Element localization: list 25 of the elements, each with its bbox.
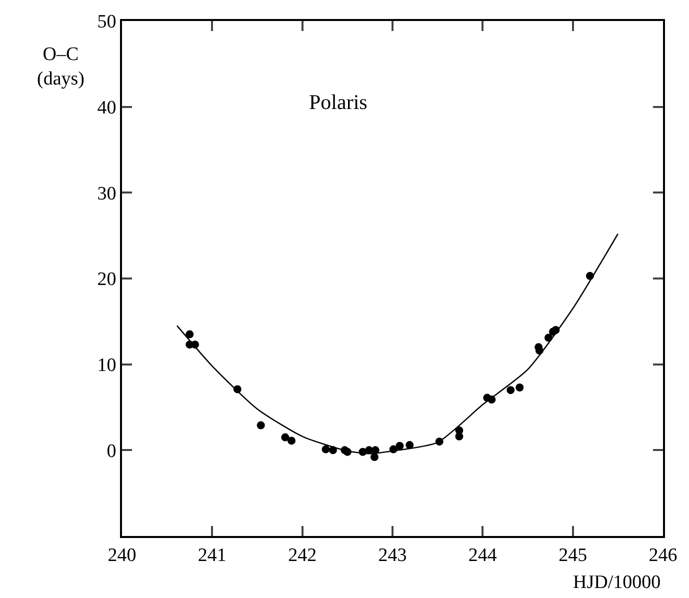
x-tick-label: 240 bbox=[108, 544, 136, 566]
y-tick-label: 10 bbox=[97, 354, 116, 376]
x-axis-title: HJD/10000 bbox=[573, 572, 661, 593]
point bbox=[186, 330, 194, 338]
text: Polaris bbox=[309, 90, 368, 114]
point bbox=[322, 445, 330, 454]
point bbox=[281, 433, 290, 442]
y-tick-label: 20 bbox=[97, 269, 116, 290]
y-axis-title: O–C (days) bbox=[37, 44, 84, 90]
x-tick-label: 245 bbox=[558, 544, 588, 566]
point bbox=[370, 453, 378, 462]
point bbox=[396, 442, 404, 450]
y-tick-label: 50 bbox=[97, 12, 116, 33]
y-tick-label: 0 bbox=[106, 440, 116, 462]
x-tick-label: 242 bbox=[288, 544, 317, 566]
point bbox=[506, 386, 515, 394]
x-tick-label: 246 bbox=[648, 544, 678, 566]
point bbox=[288, 436, 296, 445]
y-tick-label: 30 bbox=[97, 183, 116, 204]
x-tick-label: 243 bbox=[378, 544, 407, 566]
y-tick-label: 40 bbox=[97, 97, 116, 118]
point bbox=[516, 384, 524, 392]
x-tick-label: 244 bbox=[468, 544, 498, 566]
x-tick-label: 241 bbox=[198, 544, 226, 566]
point bbox=[256, 421, 265, 430]
